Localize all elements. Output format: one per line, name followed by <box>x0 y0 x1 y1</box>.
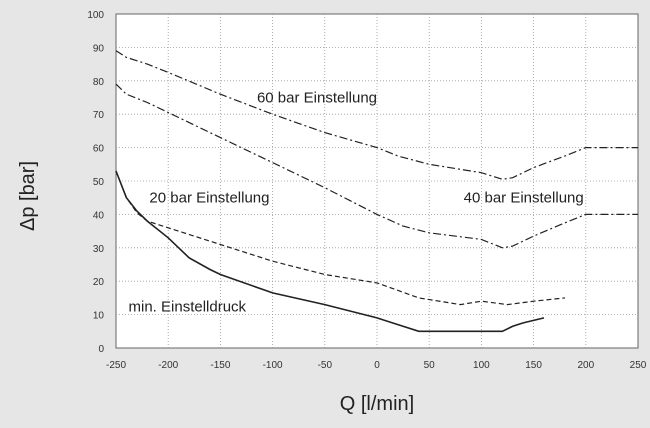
x-tick-label: -100 <box>263 360 283 371</box>
x-tick-label: -150 <box>210 360 230 371</box>
x-tick-label: 150 <box>525 360 542 371</box>
y-tick-label: 0 <box>98 344 104 355</box>
y-tick-label: 50 <box>93 177 105 188</box>
y-tick-label: 100 <box>87 10 104 21</box>
x-tick-label: -50 <box>318 360 333 371</box>
x-axis-label: Q [l/min] <box>340 393 414 415</box>
x-tick-label: 0 <box>374 360 380 371</box>
annotation-label: 40 bar Einstellung <box>464 190 584 207</box>
series-lines <box>115 50 638 333</box>
x-tick-label: 200 <box>577 360 594 371</box>
y-tick-label: 70 <box>93 110 105 121</box>
series-line-min-einstelldruck <box>115 170 545 333</box>
y-tick-label: 80 <box>93 77 105 88</box>
annotation-label: min. Einstelldruck <box>129 298 247 315</box>
y-tick-label: 20 <box>93 277 105 288</box>
annotation-label: 60 bar Einstellung <box>257 90 377 107</box>
annotations: 60 bar Einstellung 40 bar Einstellung 20 b… <box>129 90 584 316</box>
y-tick-label: 90 <box>93 43 105 54</box>
y-tick-label: 30 <box>93 244 105 255</box>
tick-labels: -250 -200 -150 -100 -50 0 50 100 150 200 250 0 10 20 3… <box>87 10 646 371</box>
x-tick-label: -250 <box>106 360 126 371</box>
y-tick-label: 60 <box>93 144 105 155</box>
y-tick-label: 40 <box>93 210 105 221</box>
y-axis-label: Δp [bar] <box>17 161 39 231</box>
x-tick-label: 100 <box>473 360 490 371</box>
series-line-60-bar-einstellung <box>115 50 638 180</box>
x-tick-label: 50 <box>424 360 436 371</box>
annotation-label: 20 bar Einstellung <box>149 190 269 207</box>
y-tick-label: 10 <box>93 311 105 322</box>
x-tick-label: 250 <box>630 360 647 371</box>
x-tick-label: -200 <box>158 360 178 371</box>
